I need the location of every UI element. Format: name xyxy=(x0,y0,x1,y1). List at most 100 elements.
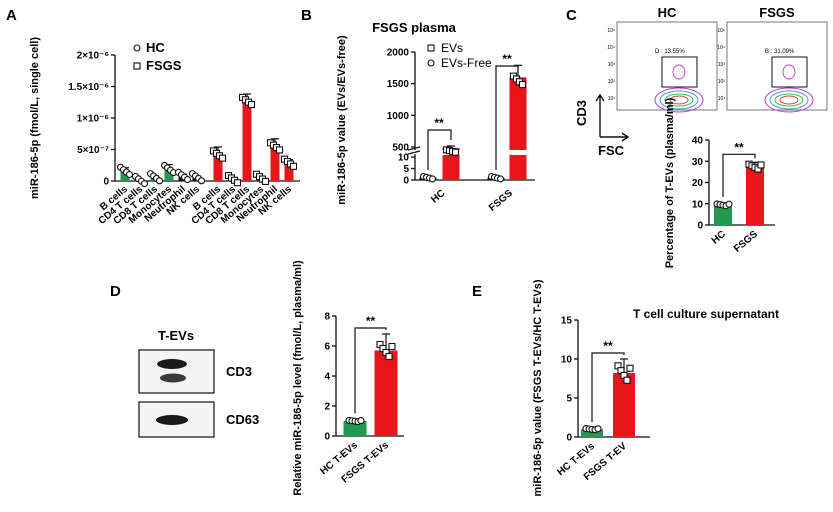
C-density-contour xyxy=(654,87,704,113)
C-bar-data-point xyxy=(757,161,765,169)
B-significance-hc-bracket xyxy=(427,129,452,170)
C-bar-category-label: HC xyxy=(710,229,728,247)
D-significance-label: ** xyxy=(366,314,376,328)
C-flow-y-tick-label: 10⁴ xyxy=(607,45,615,51)
C-gate xyxy=(771,56,808,88)
A-data-point xyxy=(289,162,298,170)
E-bar xyxy=(613,373,635,437)
A-y-tick-label: 5×10⁻⁷ xyxy=(77,145,109,156)
C-flow-y-tick-label: 10¹ xyxy=(608,96,616,102)
C-flow-y-tick-label: 10¹ xyxy=(718,96,726,102)
A-data-point xyxy=(247,101,256,109)
B-significance-label: ** xyxy=(434,116,444,130)
B-bar-evs xyxy=(442,148,460,180)
B-significance-fsgs-bracket xyxy=(495,65,519,170)
D-y-tick-label: 4 xyxy=(324,372,330,383)
E-y-tick-label: 5 xyxy=(566,394,572,405)
D-blot-band-label: CD3 xyxy=(226,364,252,379)
D-data-point xyxy=(388,342,396,351)
C-density-contour xyxy=(672,64,686,80)
A-legend-marker xyxy=(133,44,141,52)
A-data-point xyxy=(218,154,227,162)
C-bar-significance-label: ** xyxy=(734,140,744,154)
A-bar xyxy=(270,146,280,181)
A-y-axis-label: miR-186-5p (fmol/L, single cell) xyxy=(29,37,41,199)
C-flow-y-tick-label: 10⁵ xyxy=(717,28,725,34)
C-bar-y-tick-label: 10 xyxy=(692,199,704,210)
A-bar xyxy=(213,154,223,181)
D-y-tick-label: 0 xyxy=(324,432,330,443)
B-y-tick-label: 1000 xyxy=(387,111,410,122)
A-y-tick-label: 0 xyxy=(103,177,109,188)
C-density-contour xyxy=(779,95,799,105)
panel-label-b: B xyxy=(301,7,312,24)
E-data-point xyxy=(594,425,602,433)
E-data-point xyxy=(626,364,634,372)
B-data-point xyxy=(451,148,460,156)
C-density-contour xyxy=(669,95,689,105)
C-density-contour xyxy=(782,64,796,80)
C-density-contour xyxy=(764,87,814,113)
C-flow-plot-title: FSGS xyxy=(759,5,795,20)
A-data-point xyxy=(183,176,192,184)
E-y-tick-label: 15 xyxy=(561,316,573,327)
D-data-point xyxy=(385,352,393,361)
B-legend-marker xyxy=(427,44,435,52)
C-density-contour xyxy=(659,90,699,110)
C-gate-label: B : 31.09% xyxy=(765,49,795,55)
A-legend-label: HC xyxy=(146,40,165,55)
D-blot-band xyxy=(157,359,187,369)
B-legend-label: EVs-Free xyxy=(441,56,492,70)
C-bar-category-label: FSGS xyxy=(732,229,760,255)
A-data-point xyxy=(197,177,206,185)
A-data-point xyxy=(125,170,134,179)
E-y-tick-label: 0 xyxy=(566,433,572,444)
B-legend-marker xyxy=(427,59,435,67)
C-bar-y-tick-label: 20 xyxy=(692,178,704,189)
B-category-label: FSGS xyxy=(487,188,515,214)
A-data-point xyxy=(140,180,149,188)
A-data-point xyxy=(275,146,284,154)
B-bar-evs xyxy=(509,77,527,180)
B-bar-break xyxy=(508,150,528,155)
panel-label-d: D xyxy=(110,283,121,300)
B-y-tick-label: 0 xyxy=(403,176,409,187)
C-flow-y-tick-label: 10² xyxy=(718,79,726,85)
B-title: FSGS plasma xyxy=(372,20,457,35)
B-y-tick-label: 1500 xyxy=(387,79,410,90)
D-blot-box-cd3 xyxy=(138,349,215,394)
C-bar-bar xyxy=(746,166,764,225)
E-y-tick-label: 10 xyxy=(561,355,573,366)
panel-label-a: A xyxy=(6,7,17,24)
C-density-contour xyxy=(769,90,809,110)
B-y-axis-label: miR-186-5p value (EVs/EVs-free) xyxy=(336,35,348,205)
C-bar-y-tick-label: 0 xyxy=(697,221,703,232)
C-gate xyxy=(661,56,698,88)
B-y-tick-label: 2000 xyxy=(387,48,410,59)
B-data-point xyxy=(496,175,505,183)
C-gate-label: D : 13.55% xyxy=(655,49,685,55)
E-bar xyxy=(581,429,603,437)
C-bar-significance-bracket xyxy=(722,153,756,198)
C-flow-y-tick-label: 10² xyxy=(608,79,616,85)
A-bar xyxy=(284,162,294,181)
B-legend-label: EVs xyxy=(441,41,463,55)
C-flow-y-tick-label: 10³ xyxy=(718,62,726,68)
C-axis-arrow-x xyxy=(600,132,630,142)
D-blot-title: T-EVs xyxy=(158,328,194,343)
C-flow-plot-title: HC xyxy=(658,5,677,20)
A-y-tick-label: 2×10⁻⁶ xyxy=(77,51,109,62)
C-flow-x-axis-label: FSC xyxy=(598,143,625,158)
D-y-tick-label: 8 xyxy=(324,312,330,323)
C-density-contour xyxy=(774,93,804,107)
C-bar-y-tick-label: 40 xyxy=(692,136,704,147)
D-y-tick-label: 6 xyxy=(324,342,330,353)
A-legend-marker xyxy=(133,62,141,70)
B-data-point xyxy=(518,80,527,89)
B-y-tick-label: 10 xyxy=(398,153,410,164)
A-data-point xyxy=(155,177,164,185)
D-blot-band-label: CD63 xyxy=(226,412,259,427)
D-data-point xyxy=(357,417,365,425)
E-significance-bracket xyxy=(591,352,625,423)
